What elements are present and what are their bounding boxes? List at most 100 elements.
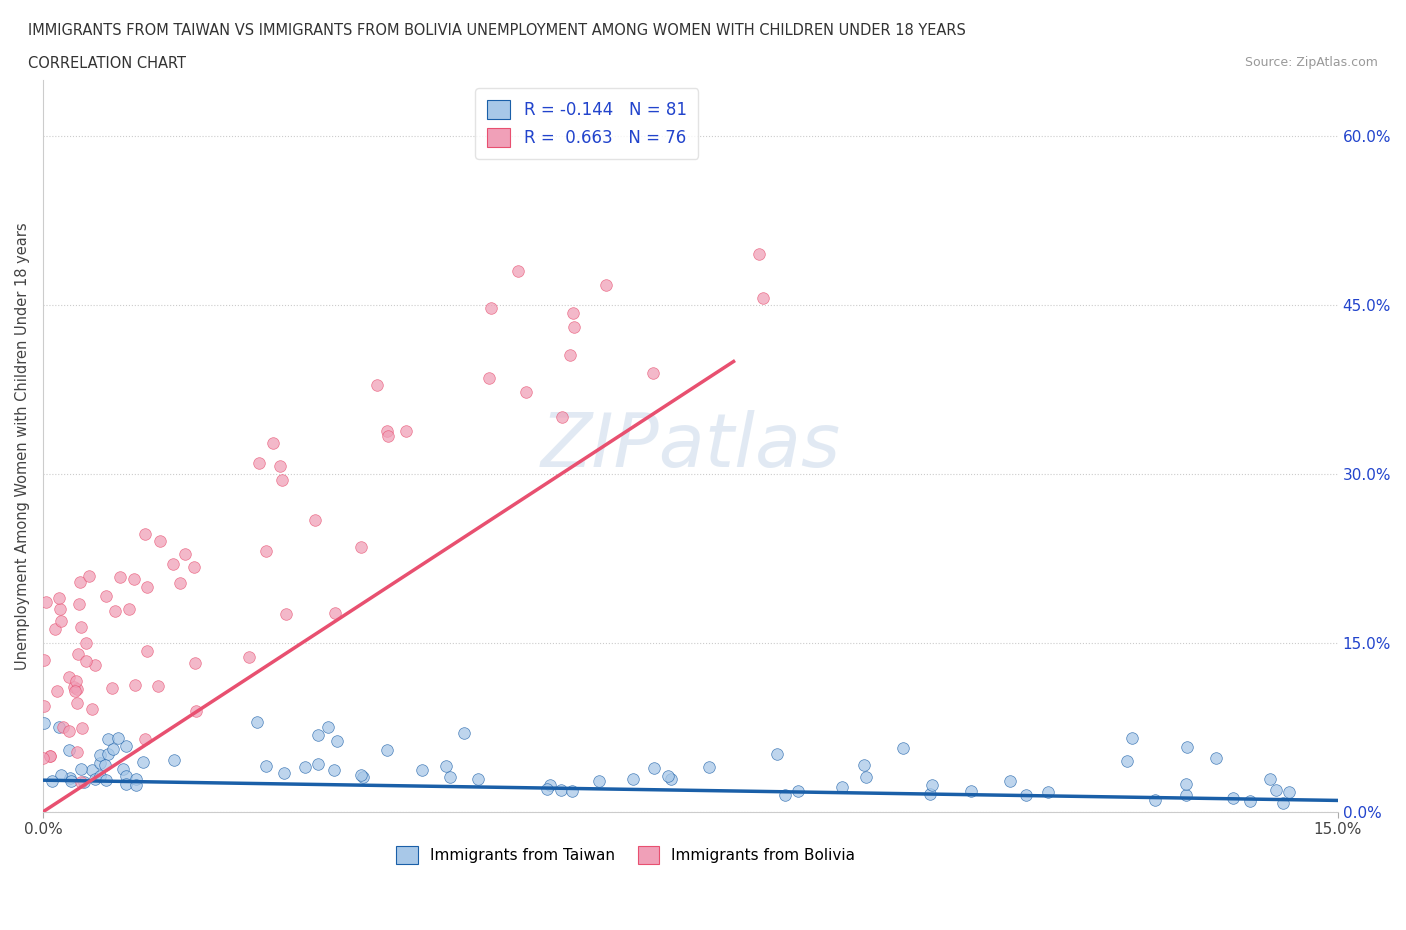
Point [118, 602, 141, 617]
Point [831, 779, 853, 794]
Point [70, 762, 93, 777]
Point [67, 597, 90, 612]
Point [112, 762, 135, 777]
Point [269, 458, 291, 473]
Point [394, 424, 416, 439]
Point [135, 579, 157, 594]
Point [325, 606, 347, 621]
Point [375, 742, 398, 757]
Point [766, 747, 789, 762]
Text: IMMIGRANTS FROM TAIWAN VS IMMIGRANTS FROM BOLIVIA UNEMPLOYMENT AMONG WOMEN WITH : IMMIGRANTS FROM TAIWAN VS IMMIGRANTS FRO… [28, 23, 966, 38]
Point [1265, 782, 1288, 797]
Point [891, 741, 914, 756]
Point [960, 784, 983, 799]
Point [918, 787, 941, 802]
Point [101, 681, 124, 696]
Point [316, 720, 339, 735]
Point [58, 724, 80, 739]
Point [377, 429, 399, 444]
Point [104, 604, 127, 618]
Point [84, 658, 107, 672]
Point [149, 534, 172, 549]
Point [70, 721, 93, 736]
Point [561, 784, 583, 799]
Point [89, 748, 111, 763]
Point [1116, 754, 1139, 769]
Point [39, 749, 62, 764]
Point [136, 644, 159, 658]
Point [32, 751, 55, 765]
Point [184, 656, 207, 671]
Point [41, 774, 63, 789]
Point [146, 679, 169, 694]
Point [49, 602, 72, 617]
Point [294, 759, 316, 774]
Point [35, 594, 58, 609]
Point [515, 384, 537, 399]
Point [125, 777, 148, 792]
Text: ZIPatlas: ZIPatlas [540, 410, 841, 482]
Point [89, 756, 111, 771]
Point [32, 698, 55, 713]
Point [307, 757, 329, 772]
Point [273, 765, 295, 780]
Point [65, 674, 87, 689]
Point [58, 670, 80, 684]
Point [595, 278, 617, 293]
Point [66, 696, 89, 711]
Point [998, 774, 1021, 789]
Point [643, 760, 665, 775]
Point [59, 771, 82, 786]
Point [48, 720, 70, 735]
Point [44, 621, 66, 636]
Point [75, 654, 97, 669]
Point [238, 649, 260, 664]
Point [115, 738, 138, 753]
Point [70, 775, 93, 790]
Point [169, 576, 191, 591]
Point [247, 456, 270, 471]
Point [1278, 785, 1301, 800]
Point [641, 365, 664, 380]
Point [1015, 788, 1038, 803]
Point [748, 246, 770, 261]
Point [659, 771, 682, 786]
Point [1174, 777, 1197, 791]
Point [58, 742, 80, 757]
Point [536, 782, 558, 797]
Point [752, 290, 775, 305]
Point [855, 770, 877, 785]
Point [434, 758, 457, 773]
Point [1143, 792, 1166, 807]
Point [94, 773, 117, 788]
Point [479, 300, 502, 315]
Point [1174, 788, 1197, 803]
Point [94, 757, 117, 772]
Point [49, 767, 72, 782]
Point [453, 725, 475, 740]
Point [115, 777, 138, 791]
Point [97, 746, 120, 761]
Point [439, 770, 461, 785]
Point [60, 774, 83, 789]
Point [411, 763, 433, 777]
Point [107, 731, 129, 746]
Point [49, 614, 72, 629]
Y-axis label: Unemployment Among Women with Children Under 18 years: Unemployment Among Women with Children U… [15, 222, 30, 670]
Point [1036, 784, 1059, 799]
Point [132, 754, 155, 769]
Point [274, 606, 297, 621]
Point [588, 774, 610, 789]
Point [271, 472, 294, 487]
Point [350, 767, 373, 782]
Point [307, 727, 329, 742]
Point [467, 772, 489, 787]
Point [162, 557, 184, 572]
Point [353, 769, 375, 784]
Point [80, 701, 103, 716]
Point [124, 678, 146, 693]
Point [38, 749, 60, 764]
Point [562, 305, 585, 320]
Text: Source: ZipAtlas.com: Source: ZipAtlas.com [1244, 56, 1378, 69]
Point [304, 513, 326, 528]
